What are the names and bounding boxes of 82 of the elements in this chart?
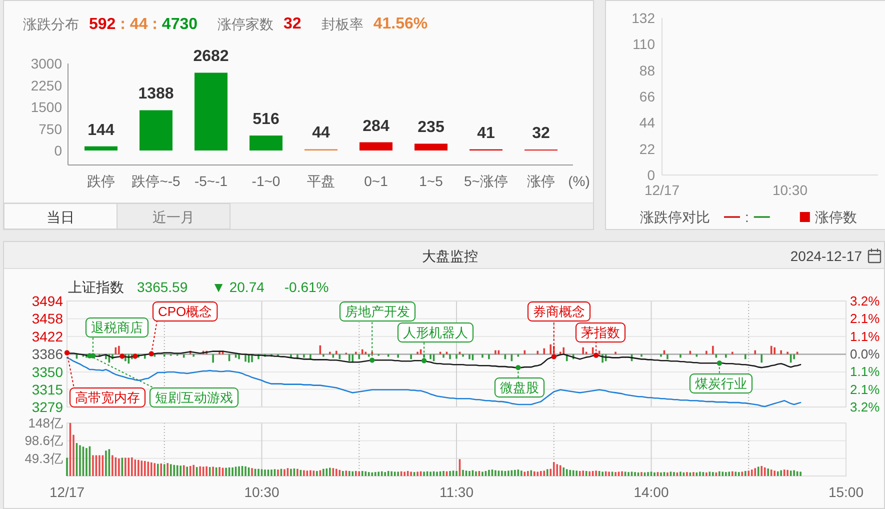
y2-tick-label: 0.0%: [850, 346, 880, 362]
y3-tick-label: 98.6亿: [24, 433, 63, 448]
x-tick-label: 12/17: [49, 484, 85, 500]
y-tick-label: 0: [54, 142, 62, 158]
y2-tick-label: 1.1%: [850, 328, 880, 344]
data-label: 44: [312, 124, 330, 142]
data-label: 144: [88, 122, 114, 139]
x-tick-label: 12/17: [644, 182, 680, 198]
y-tick-label: 110: [632, 36, 656, 52]
x-tick-label: 跌停: [87, 173, 115, 189]
x-tick-label: 涨停: [527, 173, 555, 189]
y2-tick-label: 2.1%: [850, 311, 880, 326]
y-tick-label: 3000: [30, 56, 62, 72]
x-tick-label: 10:30: [772, 182, 808, 198]
annotation: 房地产开发: [345, 304, 410, 319]
chart-title: 大盘监控: [422, 248, 478, 264]
x-tick-label: 15:00: [828, 484, 864, 500]
y-tick-label: 22: [639, 140, 656, 157]
text: 涨停家数: [218, 16, 274, 32]
y2-tick-label: 1.1%: [850, 364, 880, 380]
x-tick-label: 0~1: [364, 173, 388, 189]
y-tick-label: 3315: [32, 381, 64, 398]
data-label: 41: [477, 124, 495, 142]
y-tick-label: 2250: [30, 77, 62, 94]
x-tick-label: 14:00: [634, 484, 669, 500]
annotation: 高带宽内存: [75, 390, 140, 405]
annotation: 微盘股: [500, 380, 539, 395]
chart-subtitle: 592 : 44 : 4730: [89, 16, 198, 32]
y-tick-label: 3422: [32, 328, 64, 344]
text: 当日: [46, 209, 74, 225]
x-tick-label: 1~5: [419, 173, 444, 189]
annotation: CPO概念: [158, 304, 212, 319]
y-tick-label: 3386: [32, 346, 64, 362]
text: 32: [284, 16, 302, 32]
data-label: 2682: [193, 48, 229, 66]
data-label: 284: [362, 118, 390, 135]
legend-title: 涨跌停对比: [640, 209, 710, 225]
x-tick-label: 10:30: [244, 484, 280, 500]
x-tick-label: 5~涨停: [464, 173, 508, 189]
annotation: 短剧互动游戏: [155, 390, 233, 405]
data-label: 235: [418, 119, 444, 136]
y-tick-label: 88: [639, 62, 656, 78]
annotation: 煤炭行业: [695, 376, 747, 391]
text: 3365.59: [137, 279, 188, 295]
y-tick-label: 132: [632, 10, 656, 26]
chart-subtitle: 2024-12-17: [790, 248, 862, 264]
text: :: [745, 209, 749, 225]
x-tick-label: 11:30: [440, 484, 474, 500]
text: 封板率: [321, 16, 364, 32]
x-tick-label: 跌停~-5: [132, 173, 181, 189]
y-tick-label: 0: [647, 167, 656, 183]
y3-tick-label: 148亿: [28, 416, 63, 430]
chart-title: 涨跌分布: [23, 16, 79, 32]
y2-tick-label: 2.1%: [850, 382, 880, 397]
annotation: 券商概念: [533, 304, 585, 319]
text: ▼ 20.74: [212, 279, 265, 295]
annotation: 茅指数: [581, 325, 620, 340]
y-tick-label: 3458: [32, 310, 64, 327]
y-tick-label: 3279: [32, 399, 64, 415]
annotation: 人形机器人: [403, 325, 468, 340]
text: 上证指数: [68, 279, 124, 295]
x-axis-title: (%): [568, 173, 590, 189]
x-tick-label: 平盘: [307, 173, 335, 189]
data-label: 1388: [138, 86, 174, 103]
x-tick-label: -1~0: [252, 173, 280, 189]
y-tick-label: 750: [38, 120, 62, 137]
y-tick-label: 44: [639, 114, 656, 131]
x-tick-label: -5~-1: [194, 173, 228, 189]
y-tick-label: 66: [639, 88, 656, 104]
y3-tick-label: 49.3亿: [24, 450, 63, 466]
legend-label: 涨停数: [814, 209, 857, 225]
data-label: 32: [532, 125, 550, 142]
text: 近一月: [152, 209, 194, 225]
y2-tick-label: 3.2%: [850, 400, 880, 414]
text: -0.61%: [284, 279, 329, 295]
data-label: 516: [252, 111, 280, 128]
annotation: 退税商店: [91, 320, 143, 335]
y-tick-label: 1500: [30, 99, 62, 115]
y-tick-label: 3494: [32, 293, 64, 309]
y2-tick-label: 3.2%: [850, 294, 880, 308]
text: 41.56%: [373, 16, 428, 32]
y-tick-label: 3350: [32, 364, 64, 380]
